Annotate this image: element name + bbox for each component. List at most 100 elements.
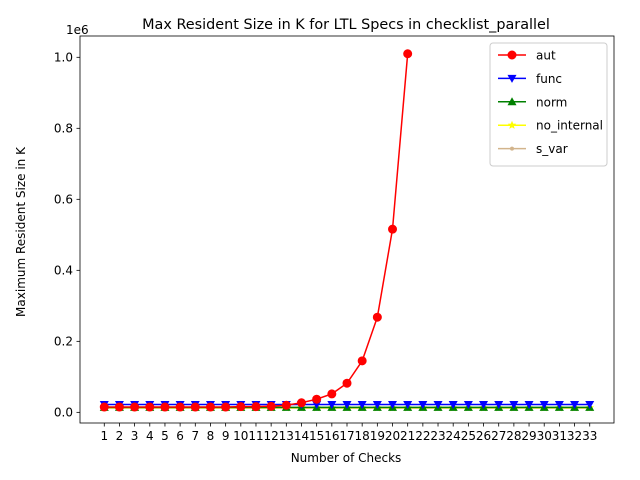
legend-marker <box>507 74 517 83</box>
x-tick-label: 29 <box>521 429 536 443</box>
x-tick-label: 6 <box>176 429 184 443</box>
legend-item-s_var: s_var <box>498 142 568 156</box>
legend-label: s_var <box>536 142 568 156</box>
y-tick-label: 0.4 <box>54 263 73 277</box>
data-point-aut <box>342 378 352 388</box>
data-point-func <box>570 401 580 410</box>
legend-item-func: func <box>498 72 562 86</box>
data-point-func <box>479 401 489 410</box>
data-point-aut <box>281 400 291 410</box>
legend-marker <box>507 50 517 60</box>
data-point-aut <box>175 402 185 412</box>
data-point-func <box>403 401 413 410</box>
x-tick-label: 13 <box>279 429 294 443</box>
x-tick-label: 12 <box>264 429 279 443</box>
data-point-aut <box>221 402 231 412</box>
data-point-aut <box>372 312 382 322</box>
y-tick-label: 0.0 <box>54 405 73 419</box>
y-axis-offset-label: 1e6 <box>66 23 89 37</box>
legend-item-norm: norm <box>498 95 567 109</box>
data-point-func <box>357 401 367 410</box>
x-tick-label: 19 <box>370 429 385 443</box>
x-tick-label: 7 <box>191 429 199 443</box>
legend-label: func <box>536 72 562 86</box>
data-point-aut <box>266 401 276 411</box>
data-point-func <box>463 401 473 410</box>
data-point-func <box>418 401 428 410</box>
x-tick-label: 5 <box>161 429 169 443</box>
data-point-func <box>539 401 549 410</box>
data-point-aut <box>312 394 322 404</box>
x-tick-label: 18 <box>355 429 370 443</box>
axes-layer: 0.00.20.40.60.81.01 2 3 4 5 6 7 8 9 10 11 12 13 14 15 1… <box>54 35 615 443</box>
legend-marker <box>507 97 517 106</box>
legend: aut func norm no_internal s_var <box>489 42 608 167</box>
legend-label: norm <box>536 95 567 109</box>
series-layer <box>99 49 595 412</box>
x-tick-label: 14 <box>294 429 309 443</box>
legend-item-aut: aut <box>498 49 556 63</box>
series-aut <box>99 49 413 412</box>
x-tick-label: 1 <box>100 429 108 443</box>
data-point-func <box>509 401 519 410</box>
legend-box <box>489 42 608 167</box>
data-point-aut <box>403 49 413 59</box>
data-point-aut <box>357 356 367 366</box>
y-tick-label: 0.2 <box>54 334 73 348</box>
x-tick-label: 25 <box>461 429 476 443</box>
data-point-func <box>388 401 398 410</box>
data-point-func <box>327 401 337 410</box>
y-axis-label: Maximum Resident Size in K <box>14 146 28 317</box>
data-point-aut <box>251 402 261 412</box>
x-tick-label: 32 <box>567 429 582 443</box>
data-point-aut <box>205 402 215 412</box>
data-point-aut <box>130 402 140 412</box>
x-tick-label: 11 <box>248 429 263 443</box>
x-axis-label: Number of Checks <box>291 451 402 465</box>
data-point-aut <box>145 402 155 412</box>
data-point-func <box>433 401 443 410</box>
x-tick-label: 10 <box>233 429 248 443</box>
data-point-aut <box>327 389 337 399</box>
x-tick-label: 27 <box>491 429 506 443</box>
data-point-aut <box>190 402 200 412</box>
data-point-func <box>448 401 458 410</box>
data-point-aut <box>296 398 306 408</box>
x-tick-label: 26 <box>476 429 491 443</box>
legend-label: no_internal <box>536 119 603 133</box>
chart-title: Max Resident Size in K for LTL Specs in … <box>142 17 550 33</box>
x-tick-label: 30 <box>537 429 552 443</box>
data-point-aut <box>160 402 170 412</box>
x-tick-label: 17 <box>339 429 354 443</box>
x-tick-label: 20 <box>385 429 400 443</box>
x-tick-label: 15 <box>309 429 324 443</box>
x-tick-label: 22 <box>415 429 430 443</box>
data-point-func <box>524 401 534 410</box>
legend-marker <box>510 146 514 151</box>
data-point-func <box>554 401 564 410</box>
data-point-aut <box>236 402 246 412</box>
x-tick-label: 28 <box>506 429 521 443</box>
x-tick-label: 31 <box>552 429 567 443</box>
y-tick-label: 0.6 <box>54 192 73 206</box>
x-tick-label: 24 <box>446 429 461 443</box>
x-tick-label: 33 <box>582 429 597 443</box>
x-tick-label: 4 <box>146 429 154 443</box>
data-point-aut <box>388 224 398 234</box>
x-tick-label: 8 <box>207 429 215 443</box>
data-point-aut <box>114 402 124 412</box>
legend-item-no_internal: no_internal <box>498 119 603 133</box>
data-point-func <box>585 401 595 410</box>
x-tick-label: 9 <box>222 429 230 443</box>
legend-label: aut <box>536 49 556 63</box>
x-tick-label: 21 <box>400 429 415 443</box>
y-tick-label: 1.0 <box>54 50 73 64</box>
x-tick-label: 2 <box>116 429 124 443</box>
x-tick-label: 3 <box>131 429 139 443</box>
x-tick-label: 16 <box>324 429 339 443</box>
legend-marker <box>507 120 517 129</box>
y-tick-label: 0.8 <box>54 121 73 135</box>
data-point-func <box>342 401 352 410</box>
data-point-aut <box>99 402 109 412</box>
